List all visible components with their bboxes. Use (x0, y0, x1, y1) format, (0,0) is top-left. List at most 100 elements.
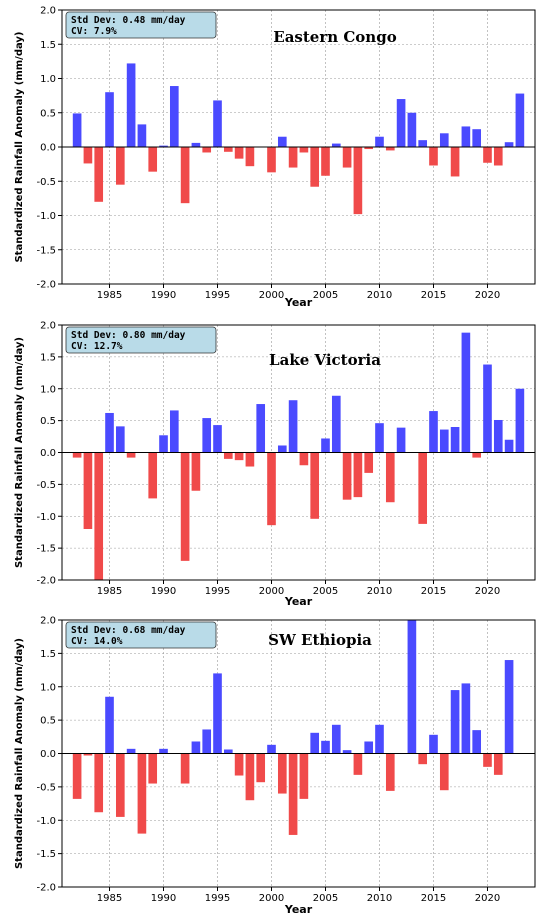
x-tick-label: 2010 (367, 290, 392, 301)
bar-2004 (310, 452, 320, 519)
y-tick-label: 0.0 (40, 749, 56, 760)
bar-1994 (202, 729, 212, 754)
bar-2000 (267, 452, 276, 526)
y-axis-label: Standardized Rainfall Anomaly (mm/day) (14, 337, 25, 568)
bar-1984 (94, 147, 104, 202)
bar-2001 (277, 753, 287, 794)
bar-2001 (277, 445, 287, 453)
bar-2015 (429, 411, 438, 453)
bar-2005 (321, 740, 330, 754)
bar-2015 (429, 734, 438, 754)
chart-svg: 2.0 1.5 1.0 0.5 0.0 -0.5 -1.0 -1.5 -2.0 1985 1990 1… (14, 616, 536, 916)
stats-line: CV: 7.9% (71, 26, 117, 37)
x-tick-label: 2015 (421, 893, 446, 904)
bar-2010 (375, 136, 384, 147)
stats-box (65, 326, 217, 354)
bar-1983 (83, 452, 93, 529)
bar-2009 (364, 452, 374, 473)
stats-box (65, 11, 217, 39)
y-tick-label: -1.5 (36, 849, 56, 860)
bar-2002 (288, 147, 298, 168)
y-tick-label: 1.0 (40, 682, 56, 693)
bar-2006 (331, 395, 341, 453)
x-tick-label: 1985 (97, 290, 122, 301)
bar-1991 (169, 86, 179, 147)
bar-1984 (94, 753, 104, 813)
x-tick-label: 1990 (151, 586, 176, 597)
bar-2010 (375, 724, 384, 754)
bar-1999 (256, 404, 266, 453)
y-tick-label: 2.0 (40, 616, 56, 627)
x-tick-label: 2000 (259, 586, 284, 597)
y-axis-label: Standardized Rainfall Anomaly (mm/day) (14, 638, 25, 869)
bar-1986 (115, 426, 125, 453)
y-tick-label: -2.0 (36, 280, 56, 291)
bar-1997 (234, 452, 244, 461)
bar-2007 (342, 750, 352, 754)
y-tick-label: -0.5 (36, 480, 56, 491)
y-tick-label: -1.0 (36, 512, 56, 523)
bar-1992 (180, 753, 190, 784)
bar-1993 (191, 452, 201, 491)
x-tick-label: 2005 (313, 290, 338, 301)
bar-2016 (439, 133, 449, 147)
bar-2005 (321, 438, 330, 453)
bar-2003 (299, 452, 309, 466)
stats-line: Std Dev: 0.80 mm/day (71, 330, 186, 341)
bar-2021 (493, 753, 503, 775)
bar-2019 (472, 730, 482, 754)
x-axis-label: Year (284, 595, 313, 608)
y-tick-label: -0.5 (36, 177, 56, 188)
bar-2008 (353, 452, 363, 498)
y-tick-label: 1.0 (40, 384, 56, 395)
bar-2015 (429, 147, 438, 166)
bar-1986 (115, 753, 125, 817)
bar-2011 (385, 753, 395, 791)
x-tick-label: 2020 (475, 586, 500, 597)
bar-2011 (385, 452, 395, 503)
stats-box (65, 621, 217, 649)
bar-2009 (364, 147, 374, 150)
bar-2020 (483, 147, 492, 163)
y-tick-label: -1.0 (36, 816, 56, 827)
y-tick-label: 1.0 (40, 74, 56, 85)
stats-line: CV: 14.0% (71, 636, 123, 647)
bar-2018 (461, 332, 471, 453)
bar-1994 (202, 418, 212, 453)
bar-2014 (418, 753, 428, 765)
y-tick-label: -2.0 (36, 576, 56, 587)
bar-1993 (191, 741, 201, 754)
y-tick-label: 1.5 (40, 352, 56, 363)
x-tick-label: 2010 (367, 893, 392, 904)
bar-2017 (450, 147, 460, 177)
bar-1992 (180, 452, 190, 561)
bar-1993 (191, 142, 201, 147)
bar-2017 (450, 427, 460, 453)
bar-2020 (483, 364, 492, 453)
chart-panel-sw-ethiopia: 2.0 1.5 1.0 0.5 0.0 -0.5 -1.0 -1.5 -2.0 1985 1990 1… (0, 608, 550, 920)
stats-line: Std Dev: 0.48 mm/day (71, 15, 186, 26)
y-axis-label: Standardized Rainfall Anomaly (mm/day) (14, 31, 25, 262)
bar-1988 (137, 753, 147, 834)
bar-2019 (472, 129, 482, 147)
y-tick-label: -1.5 (36, 544, 56, 555)
bar-1987 (126, 748, 136, 754)
y-tick-label: 2.0 (40, 6, 56, 17)
bar-1982 (72, 452, 82, 458)
stats-line: Std Dev: 0.68 mm/day (71, 625, 186, 636)
bar-2016 (439, 753, 449, 791)
bar-1982 (72, 113, 82, 147)
bar-2001 (277, 136, 287, 147)
bar-2023 (515, 93, 525, 147)
bar-2018 (461, 683, 471, 754)
bar-2007 (342, 147, 352, 168)
x-tick-label: 2010 (367, 586, 392, 597)
chart-svg: 2.0 1.5 1.0 0.5 0.0 -0.5 -1.0 -1.5 -2.0 1985 1990 1… (14, 6, 536, 308)
y-tick-label: -0.5 (36, 782, 56, 793)
bar-2006 (331, 143, 341, 147)
bar-2023 (515, 388, 525, 453)
bar-1986 (115, 147, 125, 185)
x-tick-label: 2000 (259, 290, 284, 301)
bar-2007 (342, 452, 352, 500)
bar-2017 (450, 690, 460, 754)
